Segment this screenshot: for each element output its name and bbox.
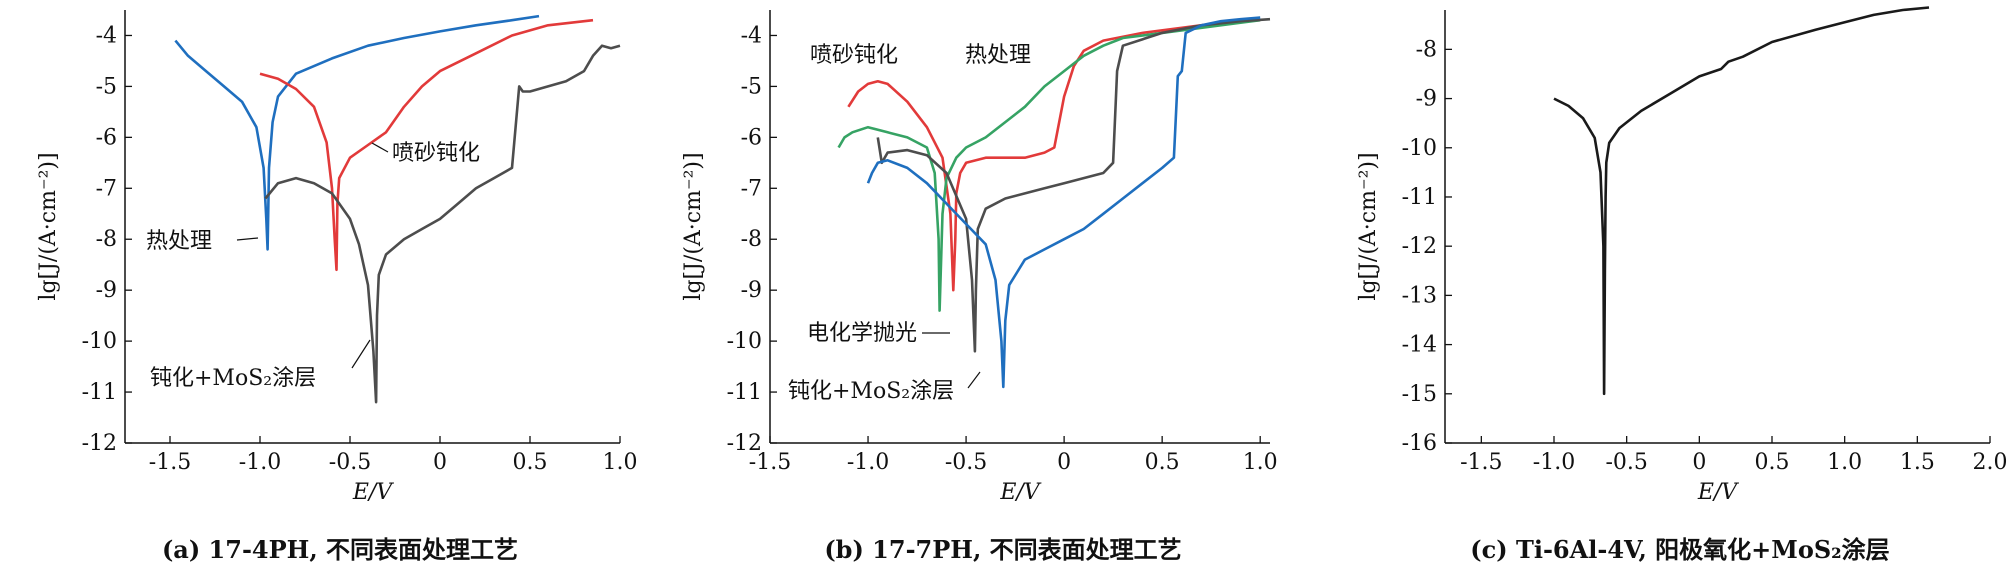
annotation-passivation-mos2: 钝化+MoS₂涂层	[150, 366, 316, 391]
x-tick-label: -1.5	[149, 450, 191, 475]
plot-area: -1.5 -1.0 -0.5 0 0.5 1.0 1.5 2.0 -8 -9 -10 -11 -12 -1…	[1356, 6, 2008, 505]
y-tick-label: -4	[96, 23, 117, 48]
y-tick-label: -13	[1402, 283, 1437, 308]
series-line	[876, 17, 1271, 353]
y-tick-label: -15	[1402, 382, 1437, 407]
x-tick-label: -0.5	[945, 450, 987, 475]
y-axis-label: lg[J/(A·cm⁻²)]	[36, 152, 61, 300]
x-tick-label: 0.5	[1755, 450, 1790, 475]
series-line	[259, 18, 594, 272]
y-tick-label: -11	[1402, 185, 1437, 210]
x-tick-label: -1.5	[1460, 450, 1502, 475]
panel-caption: (b) 17-7PH, 不同表面处理工艺	[824, 535, 1181, 564]
y-tick-label: -8	[741, 227, 762, 252]
annotation-leader-mos2	[351, 339, 371, 369]
y-tick-label: -9	[1416, 87, 1437, 112]
series-line	[174, 14, 540, 251]
annotation-sandblast-passivation: 喷砂钝化	[810, 43, 898, 68]
y-tick-label: -5	[741, 74, 762, 99]
annotation-leader-sandblast	[371, 142, 389, 153]
y-tick-label: -11	[82, 380, 117, 405]
y-tick-label: -6	[96, 125, 117, 150]
series-line	[837, 18, 1261, 312]
y-tick-label: -7	[96, 176, 117, 201]
x-tick-label: -0.5	[329, 450, 371, 475]
x-axis-label: E/V	[1697, 480, 1739, 505]
y-axis-label: lg[J/(A·cm⁻²)]	[1356, 152, 1381, 300]
annotation-passivation-mos2: 钝化+MoS₂涂层	[788, 379, 954, 404]
x-tick-label: 0	[433, 450, 447, 475]
y-axis-label: lg[J/(A·cm⁻²)]	[681, 152, 706, 300]
x-tick-label: -1.0	[1533, 450, 1575, 475]
y-tick-label: -12	[1402, 234, 1437, 259]
x-tick-label: 0.5	[513, 450, 548, 475]
annotation-leader-mos2	[967, 371, 981, 389]
panel-caption: (a) 17-4PH, 不同表面处理工艺	[162, 535, 518, 564]
y-tick-label: -14	[1402, 333, 1437, 358]
y-tick-label: -9	[96, 278, 117, 303]
plot-area: -1.5 -1.0 -0.5 0 0.5 1.0 -4 -5 -6 -7 -8 -9 -10 -11 -12…	[36, 10, 638, 505]
y-tick-label: -8	[1416, 37, 1437, 62]
y-tick-label: -8	[96, 227, 117, 252]
x-tick-label: 1.0	[1243, 450, 1278, 475]
chart-panel-b: -1.5 -1.0 -0.5 0 0.5 1.0 -4 -5 -6 -7 -8 -9 -10 -11 -12…	[681, 10, 1278, 564]
y-tick-label: -7	[741, 176, 762, 201]
annotation-leader-heat	[236, 237, 259, 241]
x-tick-label: -1.5	[749, 450, 791, 475]
series-line	[866, 16, 1261, 389]
panel-caption: (c) Ti-6Al-4V, 阳极氧化+MoS₂涂层	[1470, 535, 1889, 564]
y-tick-label: -12	[727, 431, 762, 456]
x-tick-label: -1.0	[239, 450, 281, 475]
series-line	[847, 18, 1261, 292]
y-tick-label: -10	[82, 329, 117, 354]
annotation-electropolish: 电化学抛光	[807, 321, 917, 346]
chart-panel-a: -1.5 -1.0 -0.5 0 0.5 1.0 -4 -5 -6 -7 -8 -9 -10 -11 -12…	[36, 10, 638, 564]
y-tick-label: -16	[1402, 431, 1437, 456]
y-tick-label: -10	[727, 329, 762, 354]
x-tick-label: 0	[1692, 450, 1706, 475]
plot-area: -1.5 -1.0 -0.5 0 0.5 1.0 -4 -5 -6 -7 -8 -9 -10 -11 -12…	[681, 10, 1278, 505]
x-tick-label: 2.0	[1973, 450, 2008, 475]
x-tick-label: 1.0	[603, 450, 638, 475]
annotation-heat-treatment: 热处理	[146, 229, 212, 254]
y-tick-label: -9	[741, 278, 762, 303]
y-tick-label: -12	[82, 431, 117, 456]
annotation-sandblast-passivation: 喷砂钝化	[392, 141, 480, 166]
y-tick-label: -10	[1402, 136, 1437, 161]
y-tick-label: -6	[741, 125, 762, 150]
chart-panel-c: -1.5 -1.0 -0.5 0 0.5 1.0 1.5 2.0 -8 -9 -10 -11 -12 -1…	[1356, 6, 2008, 564]
series-line	[264, 44, 621, 404]
x-tick-label: 0	[1057, 450, 1071, 475]
x-tick-label: -0.5	[1605, 450, 1647, 475]
y-tick-label: -5	[96, 74, 117, 99]
x-axis-label: E/V	[999, 480, 1041, 505]
x-tick-label: 1.5	[1900, 450, 1935, 475]
x-tick-label: 0.5	[1145, 450, 1180, 475]
series-line	[1553, 6, 1930, 396]
x-tick-label: -1.0	[847, 450, 889, 475]
x-axis-label: E/V	[352, 480, 394, 505]
annotation-heat-treatment: 热处理	[965, 43, 1031, 68]
y-tick-label: -11	[727, 380, 762, 405]
y-tick-label: -4	[741, 23, 762, 48]
x-tick-label: 1.0	[1827, 450, 1862, 475]
